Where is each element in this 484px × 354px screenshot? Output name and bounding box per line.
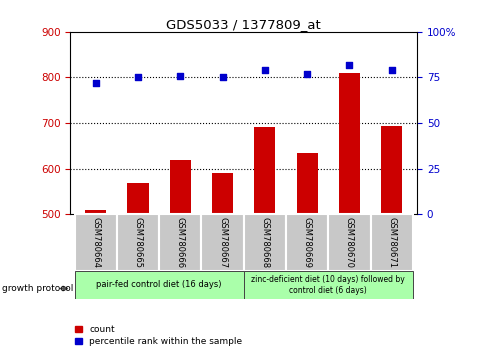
Bar	[286, 214, 328, 271]
Bar	[201, 214, 243, 271]
Bar	[117, 214, 159, 271]
Bar	[212, 173, 233, 214]
Point	[218, 75, 226, 80]
Point	[91, 80, 99, 86]
Text: pair-fed control diet (16 days): pair-fed control diet (16 days)	[96, 280, 221, 290]
Bar	[159, 214, 201, 271]
Bar	[338, 73, 359, 214]
Bar	[254, 127, 275, 214]
Bar	[75, 214, 117, 271]
Point	[302, 71, 310, 76]
Bar	[169, 160, 191, 214]
Point	[134, 75, 142, 80]
Legend: count, percentile rank within the sample: count, percentile rank within the sample	[75, 325, 242, 346]
Text: GSM780665: GSM780665	[133, 217, 142, 268]
Text: GSM780671: GSM780671	[386, 217, 395, 268]
Text: growth protocol: growth protocol	[2, 284, 74, 293]
Point	[345, 62, 352, 68]
Bar	[243, 214, 286, 271]
Point	[260, 67, 268, 73]
Text: GSM780669: GSM780669	[302, 217, 311, 268]
Text: GSM780666: GSM780666	[175, 217, 184, 268]
Text: GSM780664: GSM780664	[91, 217, 100, 268]
Text: zinc-deficient diet (10 days) followed by
control diet (6 days): zinc-deficient diet (10 days) followed b…	[251, 275, 404, 295]
Bar	[296, 153, 317, 214]
Bar	[380, 126, 401, 214]
Point	[176, 73, 184, 79]
Bar	[370, 214, 412, 271]
Text: GSM780667: GSM780667	[218, 217, 227, 268]
Point	[387, 67, 395, 73]
Bar	[85, 210, 106, 214]
Text: GSM780670: GSM780670	[344, 217, 353, 268]
Bar	[75, 271, 243, 299]
Bar	[243, 271, 412, 299]
Bar	[328, 214, 370, 271]
Bar	[127, 183, 148, 214]
Title: GDS5033 / 1377809_at: GDS5033 / 1377809_at	[166, 18, 320, 31]
Text: GSM780668: GSM780668	[260, 217, 269, 268]
